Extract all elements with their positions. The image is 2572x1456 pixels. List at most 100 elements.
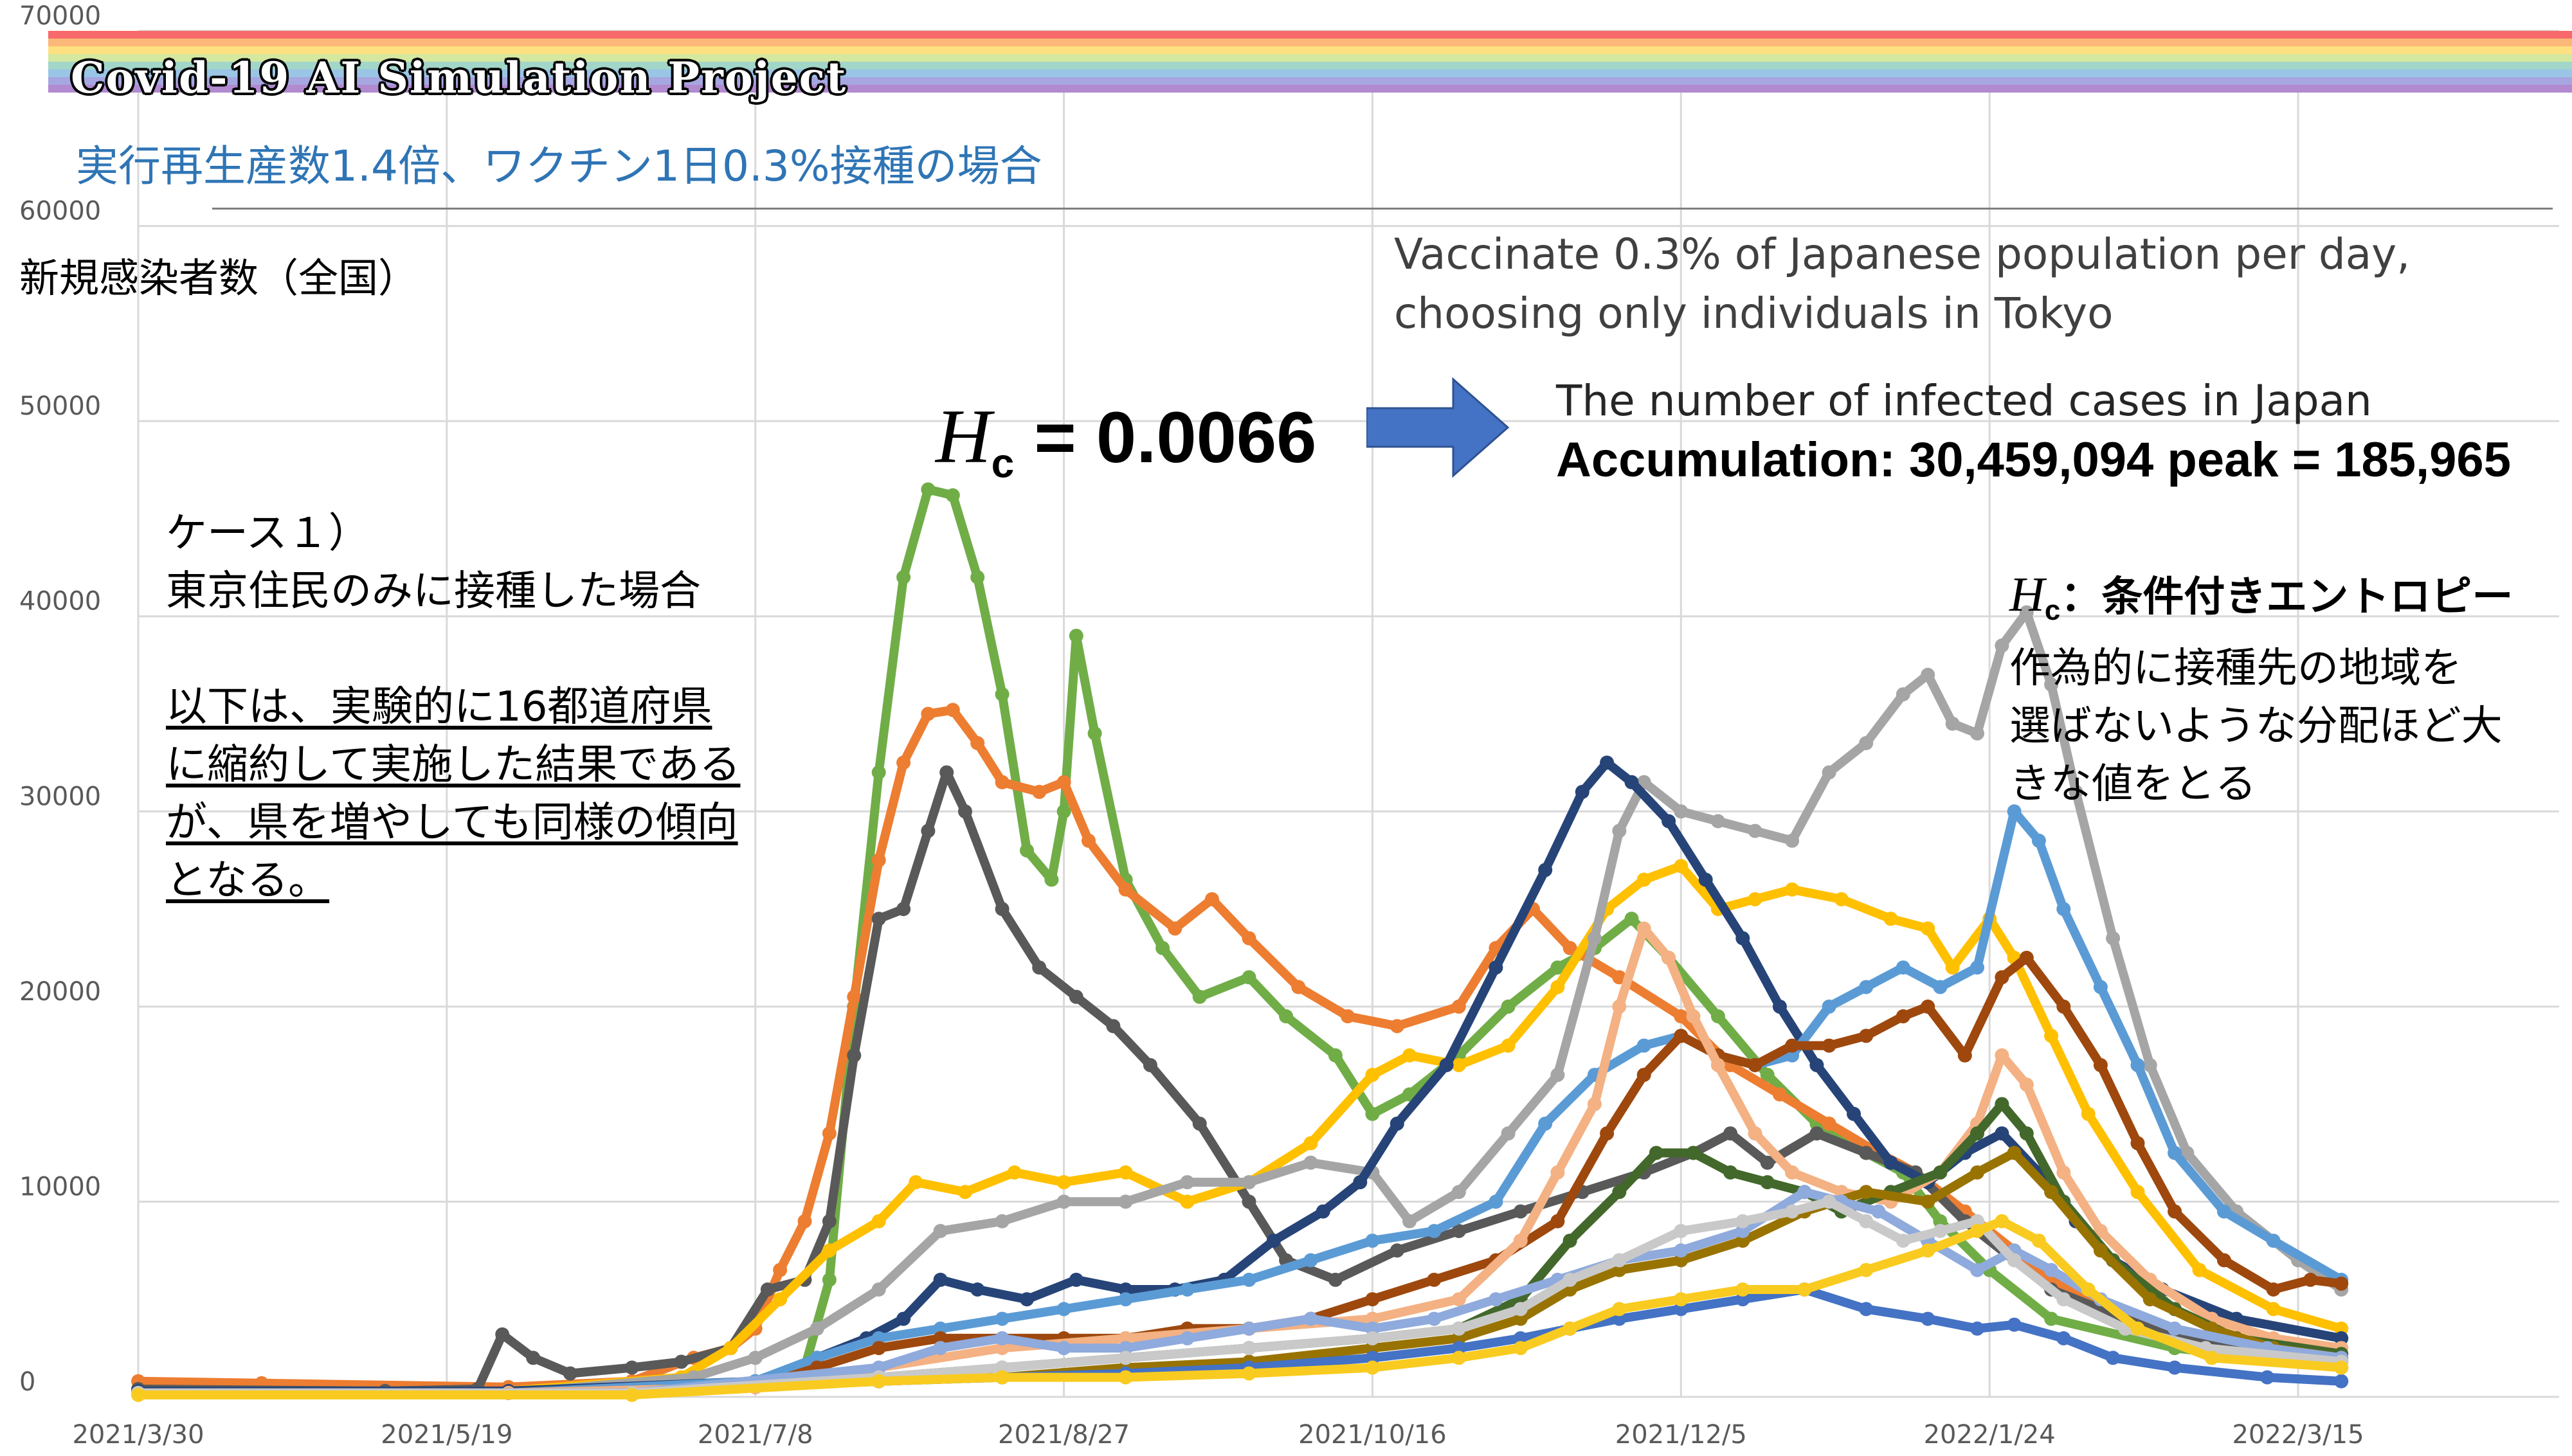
series-point <box>1822 1038 1836 1053</box>
series-point <box>1451 1331 1466 1345</box>
case-note-underlined-1: 以下は、実験的に16都道府県 <box>166 683 712 731</box>
series-point <box>526 1351 541 1365</box>
series-point <box>871 1282 886 1297</box>
series-point <box>1847 1106 1861 1121</box>
x-axis-ticks: 2021/3/30 2021/5/19 2021/7/8 2021/8/27 2021/… <box>72 1420 2364 1450</box>
series-point <box>847 989 862 1004</box>
banner-stripe <box>48 46 2572 54</box>
series-point <box>1834 892 1849 906</box>
series-point <box>1303 1253 1318 1268</box>
series-point <box>1735 1234 1750 1248</box>
series-point <box>1069 989 1083 1004</box>
y-tick-label: 60000 <box>19 197 101 226</box>
series-point <box>2044 1029 2059 1043</box>
series-point <box>1180 1194 1195 1209</box>
series-line <box>134 1148 2346 1398</box>
series-point <box>2216 1253 2231 1268</box>
series-point <box>2334 1374 2349 1389</box>
series-point <box>748 1351 763 1365</box>
x-tick-label: 2021/3/30 <box>72 1420 204 1450</box>
series-point <box>1513 1234 1528 1248</box>
vaccinate-note-line2: choosing only individuals in Tokyo <box>1394 289 2114 338</box>
series-point <box>1612 1302 1627 1317</box>
series-point <box>1945 716 1960 731</box>
banner-stripe <box>48 69 2572 77</box>
series-point <box>1674 804 1689 819</box>
series-point <box>2031 833 2046 848</box>
series-point <box>1896 960 1910 975</box>
series-point <box>773 1263 788 1277</box>
series-point <box>1735 931 1750 946</box>
series-point <box>2334 1331 2349 1345</box>
x-tick-label: 2021/10/16 <box>1298 1420 1447 1450</box>
banner-stripe <box>48 31 2572 39</box>
series-line <box>134 1197 2346 1398</box>
series-point <box>1970 1321 1984 1336</box>
series-point <box>1921 1311 1935 1326</box>
series-point <box>1859 1263 1874 1277</box>
vaccinate-note: Vaccinate 0.3% of Japanese population pe… <box>1394 225 2551 343</box>
series-point <box>896 755 911 770</box>
case-note-line1: ケース１） <box>166 510 370 557</box>
series-point <box>1871 1204 1886 1219</box>
series-point <box>1995 1214 2009 1228</box>
series-point <box>1945 960 1960 975</box>
series-point <box>1636 1068 1651 1083</box>
series-point <box>1365 1106 1380 1121</box>
series-point <box>1439 1057 1454 1072</box>
series-point <box>1921 667 1935 682</box>
x-tick-label: 2021/5/19 <box>381 1420 512 1450</box>
series-point <box>760 1282 775 1297</box>
series-point <box>1883 912 1898 926</box>
series-point <box>1390 1019 1404 1034</box>
series-point <box>921 482 936 497</box>
series-point <box>1698 872 1713 887</box>
series-point <box>2044 1263 2059 1277</box>
series-point <box>1020 1292 1034 1307</box>
series-point <box>797 1214 812 1228</box>
series-point <box>1735 1224 1750 1238</box>
series-point <box>2056 999 2071 1014</box>
series-point <box>1402 1048 1417 1063</box>
series-point <box>1710 1057 1725 1072</box>
series-point <box>1822 765 1836 780</box>
chart-series <box>131 605 2349 1400</box>
series-point <box>1365 1360 1380 1375</box>
series-point <box>1760 1068 1775 1083</box>
series-point <box>1489 960 1503 975</box>
series-point <box>2142 1292 2157 1307</box>
series-point <box>1772 999 1787 1014</box>
series-point <box>1328 1048 1343 1063</box>
subtitle-separator <box>212 208 2553 210</box>
series-point <box>1859 1185 1874 1200</box>
series-point <box>1686 1146 1701 1160</box>
series-point <box>1562 1234 1577 1248</box>
series-point <box>1921 921 1935 936</box>
case-note-underlined-4: となる。 <box>166 857 330 904</box>
x-tick-label: 2021/12/5 <box>1615 1420 1747 1450</box>
series-point <box>2081 1282 2096 1297</box>
series-point <box>933 1272 948 1287</box>
series-point <box>2168 1360 2182 1375</box>
series-point <box>1032 960 1047 975</box>
series-point <box>1118 1351 1133 1365</box>
series-point <box>1513 1341 1528 1356</box>
series-point <box>1674 1224 1689 1238</box>
series-point <box>1365 1331 1380 1345</box>
series-point <box>1451 1292 1466 1307</box>
series-point <box>1118 1292 1133 1307</box>
series-point <box>1995 1048 2009 1063</box>
series-point <box>1056 804 1071 819</box>
series-point <box>1390 1117 1404 1131</box>
series-line <box>134 807 2346 1398</box>
series-point <box>995 1360 1010 1375</box>
y-tick-label: 0 <box>19 1367 35 1397</box>
series-point <box>2130 1185 2145 1200</box>
hc-def-subscript: c <box>2044 594 2061 626</box>
series-point <box>723 1341 738 1356</box>
series-point <box>1118 1194 1133 1209</box>
series-point <box>1451 1057 1466 1072</box>
series-point <box>1735 1282 1750 1297</box>
series-point <box>1056 1194 1071 1209</box>
series-point <box>1933 980 1948 994</box>
